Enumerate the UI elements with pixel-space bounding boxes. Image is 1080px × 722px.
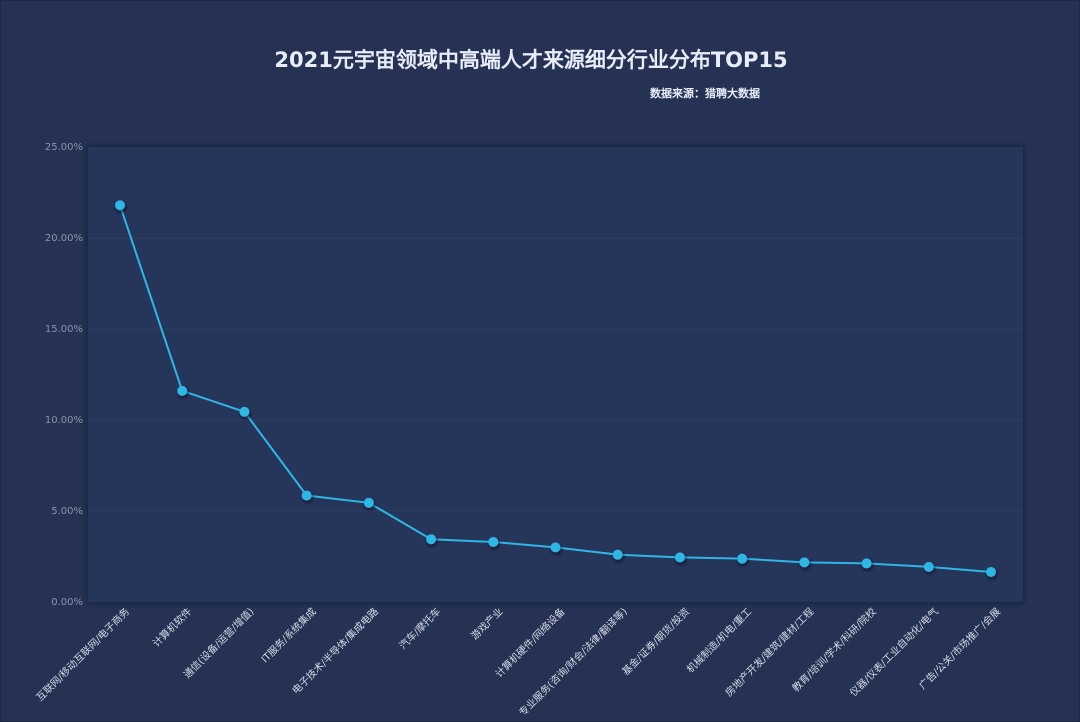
- y-tick-label: 15.00%: [45, 324, 83, 335]
- data-point: [799, 557, 810, 568]
- data-point: [115, 200, 125, 211]
- data-point: [737, 553, 748, 564]
- x-tick-label: 专业服务(咨询/财会/法律/翻译等): [516, 605, 630, 719]
- chart-source: 数据来源：猎聘大数据: [650, 87, 760, 100]
- data-point: [861, 558, 872, 569]
- y-tick-label: 5.00%: [51, 506, 83, 517]
- y-tick-label: 25.00%: [45, 142, 83, 153]
- x-tick-label: 机械制造/机电/重工: [684, 605, 755, 676]
- data-point: [612, 549, 623, 560]
- x-tick-label: IT服务/系统集成: [258, 605, 318, 665]
- data-point: [363, 497, 374, 508]
- data-point: [674, 552, 685, 563]
- x-tick-label: 计算机软件: [150, 605, 195, 650]
- x-tick-label: 游戏产业: [468, 605, 505, 642]
- data-point: [177, 385, 188, 396]
- data-point: [301, 490, 312, 501]
- y-tick-label: 20.00%: [45, 233, 83, 244]
- data-point: [986, 566, 996, 577]
- data-point: [923, 561, 934, 572]
- y-tick-label: 0.00%: [51, 597, 83, 608]
- x-tick-label: 互联网/移动互联网/电子商务: [33, 605, 132, 704]
- x-tick-label: 计算机硬件/网络设备: [492, 605, 567, 680]
- plot-area: [88, 147, 1023, 602]
- data-point: [550, 542, 561, 553]
- chart-title: 2021元宇宙领域中高端人才来源细分行业分布TOP15: [274, 48, 788, 72]
- y-tick-label: 10.00%: [45, 415, 83, 426]
- data-point: [426, 534, 437, 545]
- x-tick-label: 基金/证券/期货/投资: [619, 605, 692, 678]
- x-tick-label: 汽车/摩托车: [396, 605, 443, 652]
- data-point: [239, 406, 250, 417]
- data-point: [488, 536, 499, 547]
